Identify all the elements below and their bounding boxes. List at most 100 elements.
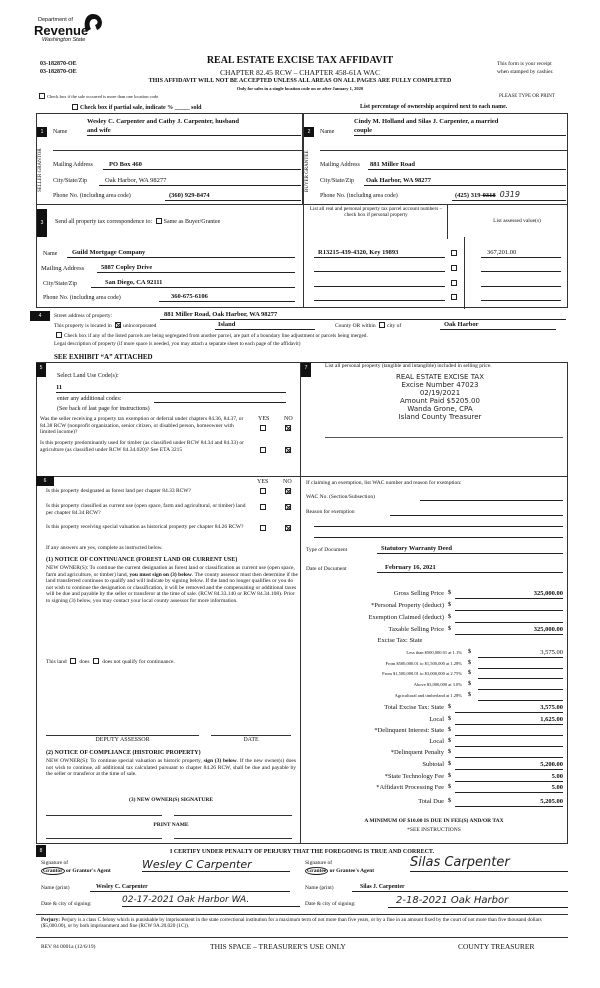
wac-number-input[interactable] xyxy=(420,494,563,501)
see-instructions: *SEE INSTRUCTIONS xyxy=(407,827,461,833)
currency-symbol: $ xyxy=(448,727,451,733)
fee-value[interactable]: 325,000.00 xyxy=(455,590,563,599)
fee-value[interactable]: 5.00 xyxy=(455,784,563,793)
exemption-reason-input[interactable] xyxy=(314,531,563,538)
buyer-city[interactable]: Oak Harbor, WA 98277 xyxy=(364,177,566,186)
no-checkbox[interactable] xyxy=(285,525,291,531)
grantor-date-city[interactable]: 02-17-2021 Oak Harbor WA. xyxy=(122,895,300,907)
correspondence-phone[interactable]: 360-675-6106 xyxy=(159,293,295,302)
fee-value[interactable] xyxy=(455,614,563,623)
property-street-address[interactable]: 881 Miller Road, Oak Harbor, WA 98277 xyxy=(160,311,566,320)
seller-name[interactable]: Wesley C. Carpenter and Cathy J. Carpent… xyxy=(87,118,240,125)
does-qualify-checkbox[interactable] xyxy=(70,658,76,664)
no-checkbox[interactable] xyxy=(285,488,291,494)
print-name-line[interactable] xyxy=(46,838,162,839)
city-row: County OR within city of xyxy=(335,322,401,330)
correspondence-city[interactable]: San Diego, CA 92111 xyxy=(91,279,295,288)
buyer-phone[interactable]: (425) 319-0318 0319 xyxy=(452,190,566,201)
does-not-qualify-checkbox[interactable] xyxy=(92,658,99,664)
parcel-number[interactable] xyxy=(314,293,445,301)
fee-value[interactable]: 5,200.00 xyxy=(455,761,563,770)
fee-value[interactable] xyxy=(455,749,563,758)
label: Check box if the sale occurred is more t… xyxy=(47,94,160,99)
fee-value[interactable]: 5.00 xyxy=(455,773,563,782)
label: Reason for exemption xyxy=(306,509,355,515)
assessed-value[interactable] xyxy=(481,264,561,272)
fee-value[interactable]: 3,575.00 xyxy=(478,649,563,658)
additional-codes-input[interactable] xyxy=(154,396,286,403)
buyer-name[interactable]: Cindy M. Holland and Silas J. Carpenter,… xyxy=(354,118,499,125)
no-checkbox[interactable] xyxy=(285,425,291,431)
unincorporated-checkbox[interactable] xyxy=(115,322,122,328)
assessed-value[interactable]: 367,201.00 xyxy=(481,249,561,258)
grantee-print-name[interactable]: Silas J. Carpenter xyxy=(352,884,568,892)
signature-line[interactable] xyxy=(174,815,292,816)
currency-symbol: $ xyxy=(448,590,451,596)
currency-symbol: $ xyxy=(468,670,471,676)
county-field[interactable]: Island xyxy=(215,321,315,330)
personal-property-checkbox[interactable] xyxy=(451,280,457,286)
grantee-date-city[interactable]: 2-18-2021 Oak Harbor xyxy=(388,895,568,908)
partial-sale-checkbox[interactable] xyxy=(72,104,78,110)
within-city-checkbox[interactable] xyxy=(379,322,386,328)
personal-property-checkbox[interactable] xyxy=(451,250,457,256)
fee-value[interactable]: 3,575.00 xyxy=(455,704,563,713)
parcel-number[interactable] xyxy=(314,264,445,272)
fee-value[interactable]: 1,625.00 xyxy=(455,716,563,725)
fee-value[interactable]: 325,000.00 xyxy=(455,626,563,635)
fee-value[interactable] xyxy=(478,681,563,690)
fee-label: From $1,500,000.01 to $3,000,000 at 2.75… xyxy=(382,671,462,676)
grantee-signature-label: Grantee or Grantee's Agent xyxy=(305,867,374,875)
stamp-line: Excise Number 47023 xyxy=(401,381,479,390)
buyer-name-cont[interactable]: couple xyxy=(354,127,566,136)
no-checkbox[interactable] xyxy=(285,504,291,510)
buyer-mailing-address[interactable]: 881 Miller Road xyxy=(368,161,566,170)
fee-value[interactable]: 5,205.00 xyxy=(455,798,563,807)
grantor-print-name[interactable]: Wesley C. Carpenter xyxy=(90,884,290,892)
correspondence-name[interactable]: Guild Mortgage Company xyxy=(67,249,295,258)
section-number: 1 xyxy=(37,127,47,137)
no-checkbox[interactable] xyxy=(285,447,291,453)
yes-checkbox[interactable] xyxy=(260,447,266,453)
fee-value[interactable] xyxy=(478,670,563,679)
yes-checkbox[interactable] xyxy=(260,504,266,510)
city-field[interactable]: Oak Harbor xyxy=(440,321,556,330)
print-name-line[interactable] xyxy=(174,838,292,839)
assessed-value[interactable] xyxy=(481,279,561,287)
grantor-signature[interactable]: Wesley C Carpenter xyxy=(142,858,290,873)
parcel-number[interactable] xyxy=(314,279,445,287)
yes-checkbox[interactable] xyxy=(260,488,266,494)
correspondence-mailing-address[interactable]: 5887 Copley Drive xyxy=(97,264,295,273)
personal-property-checkbox[interactable] xyxy=(451,265,457,271)
multi-location-checkbox[interactable] xyxy=(39,93,45,99)
fee-value[interactable] xyxy=(478,692,563,701)
assessed-value[interactable] xyxy=(481,293,561,301)
seller-name-cont[interactable]: and wife xyxy=(87,127,301,136)
exemption-label: If claiming an exemption, list WAC numbe… xyxy=(306,480,462,486)
seller-mailing-address[interactable]: PO Box 460 xyxy=(103,161,301,170)
document-type[interactable]: Statutory Warranty Deed xyxy=(377,545,563,554)
label: Mailing Address xyxy=(320,162,360,168)
seller-phone[interactable]: (360) 929-8474 xyxy=(165,192,301,201)
fee-value[interactable] xyxy=(455,727,563,736)
exemption-reason-input[interactable] xyxy=(314,520,563,527)
grantee-signature[interactable]: Silas Carpenter xyxy=(410,855,568,872)
seller-city[interactable]: Oak Harbor, WA 98277 xyxy=(99,177,301,186)
label: Signature of xyxy=(305,860,333,866)
fee-value[interactable] xyxy=(455,738,563,747)
label: Signature of xyxy=(41,860,69,866)
currency-symbol: $ xyxy=(448,761,451,767)
personal-property-checkbox[interactable] xyxy=(451,294,457,300)
instruction: If any answers are yes, complete as inst… xyxy=(46,545,163,551)
fee-value[interactable] xyxy=(478,660,563,669)
yes-checkbox[interactable] xyxy=(260,525,266,531)
land-use-code[interactable]: 11 xyxy=(56,384,286,393)
segregated-checkbox[interactable] xyxy=(56,332,62,338)
parcel-number[interactable]: R13215-439-4320, Key 19893 xyxy=(314,249,445,258)
document-date[interactable]: February 16, 2021 xyxy=(377,564,563,573)
same-as-buyer-checkbox[interactable] xyxy=(155,218,162,224)
exemption-reason-input[interactable] xyxy=(390,509,563,516)
fee-value[interactable] xyxy=(455,602,563,611)
yes-checkbox[interactable] xyxy=(260,425,266,431)
signature-line[interactable] xyxy=(46,815,162,816)
